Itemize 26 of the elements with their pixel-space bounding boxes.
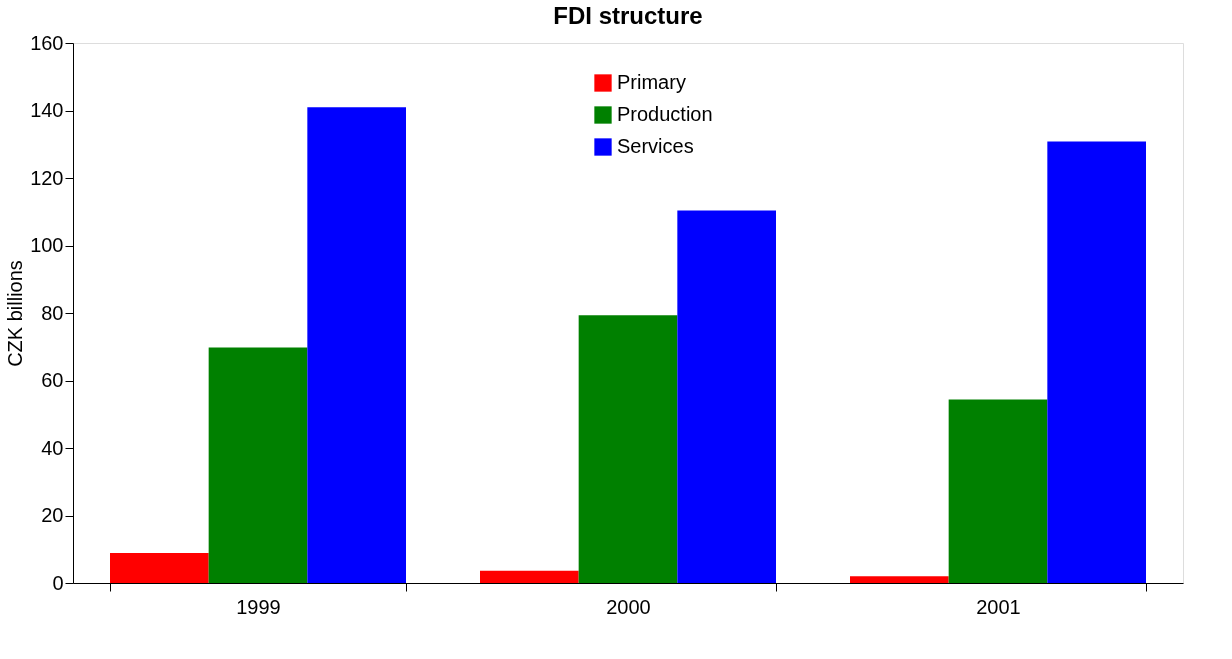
y-tick-label: 40 <box>41 436 64 459</box>
bar <box>1047 141 1146 583</box>
x-tick-label: 1999 <box>236 595 281 618</box>
bar <box>110 552 209 583</box>
legend-label: Production <box>617 103 713 125</box>
bar <box>850 576 949 583</box>
bar <box>208 347 308 583</box>
y-tick-label: 120 <box>30 166 64 189</box>
y-tick-label: 160 <box>30 31 64 54</box>
y-tick-label: 60 <box>41 369 64 391</box>
bar <box>307 107 406 583</box>
bar <box>578 315 678 583</box>
y-tick-label: 0 <box>52 571 64 594</box>
legend-label: Services <box>617 135 694 157</box>
bar <box>677 210 776 583</box>
chart-title: FDI structure <box>553 2 703 29</box>
legend-label: Primary <box>617 71 686 93</box>
bar <box>948 399 1048 583</box>
y-tick-label: 80 <box>41 301 64 324</box>
y-tick-label: 140 <box>30 99 64 121</box>
x-tick-label: 2001 <box>976 595 1021 618</box>
x-tick-label: 2000 <box>606 595 651 618</box>
y-axis-title: CZK billions <box>4 260 27 367</box>
y-tick-label: 100 <box>30 234 64 256</box>
bar <box>480 570 579 583</box>
y-tick-label: 20 <box>41 504 64 526</box>
